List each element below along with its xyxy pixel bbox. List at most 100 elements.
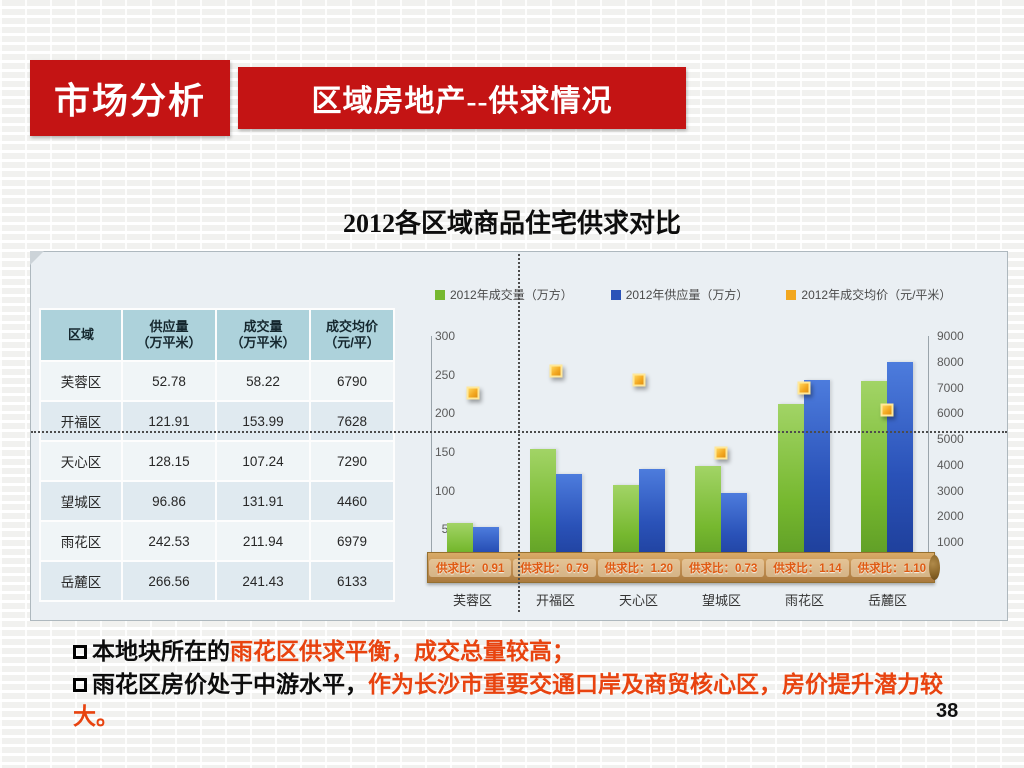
legend-swatch: [435, 289, 445, 300]
table-row: 望城区 96.86 131.91 4460: [41, 482, 393, 520]
left-axis-tick: 150: [434, 445, 455, 459]
table-column-header: 成交量 （万平米）: [217, 310, 309, 360]
bar-group: [597, 336, 680, 568]
right-axis-tick: 8000: [937, 354, 964, 369]
x-axis-label: 望城区: [701, 593, 741, 608]
table-cell: 芙蓉区: [41, 362, 121, 400]
table-column-header: 成交均价 （元/平）: [311, 310, 393, 360]
table-row: 开福区 121.91 153.99 7628: [41, 402, 393, 440]
ribbon-segment: 供求比：1.14: [765, 558, 849, 577]
right-axis-tick: 3000: [937, 483, 964, 498]
right-axis-tick: 1000: [937, 535, 964, 550]
ratio-label: 供求比：1.10: [850, 558, 933, 577]
table-cell: 131.91: [217, 482, 309, 520]
table-row: 天心区 128.15 107.24 7290: [41, 442, 393, 480]
ratio-ribbon: 供求比：0.91 供求比：0.79 供求比：1.20 供求比：0.73 供求比：1.14…: [427, 552, 940, 583]
avg-price-marker: [549, 364, 563, 378]
ribbon-segment: 供求比：0.91: [428, 558, 512, 577]
supply-demand-chart: 2012年成交量（万方） 2012年供应量（万方） 2012年成交均价（元/平米） …: [399, 266, 999, 618]
bar-group: [680, 336, 763, 568]
table-cell: 开福区: [41, 402, 121, 440]
vertical-guide-line: [518, 254, 520, 612]
x-axis-label: 岳麓区: [867, 593, 907, 608]
table-row: 岳麓区 266.56 241.43 6133: [41, 562, 393, 600]
ribbon-segment: 供求比：1.10: [850, 558, 934, 577]
transaction-volume-bar: [530, 448, 556, 568]
ratio-label: 供求比：0.91: [428, 558, 512, 577]
table-cell: 6979: [311, 522, 393, 560]
avg-price-marker: [714, 446, 728, 460]
ratio-label: 供求比：1.20: [597, 558, 681, 577]
table-cell: 128.15: [123, 442, 215, 480]
legend-label: 2012年成交量（万方）: [450, 288, 573, 302]
x-axis-label: 天心区: [618, 593, 658, 608]
transaction-volume-bar: [778, 404, 805, 568]
bullet-square-icon: [73, 645, 87, 659]
header-title: 区域房地产--供求情况: [238, 67, 686, 129]
table-cell: 96.86: [123, 482, 215, 520]
legend-item: 2012年成交量（万方）: [435, 286, 573, 303]
content-panel: 区域 供应量 （万平米） 成交量 （万平米） 成交均价 （元/平） 芙蓉区 52.78 5…: [30, 251, 1008, 621]
bar-group: [845, 336, 928, 568]
table-row: 芙蓉区 52.78 58.22 6790: [41, 362, 393, 400]
x-axis-label: 开福区: [535, 593, 575, 608]
page-number: 38: [936, 700, 959, 722]
ratio-label: 供求比：0.73: [681, 558, 765, 577]
left-axis-labels: 050100150200250300: [399, 330, 455, 574]
table-cell: 52.78: [123, 362, 215, 400]
ribbon-segment: 供求比：0.73: [681, 558, 765, 577]
header-tab-label: 市场分析: [53, 81, 206, 121]
bar-group: [763, 336, 846, 568]
chart-legend: 2012年成交量（万方） 2012年供应量（万方） 2012年成交均价（元/平米）: [435, 286, 951, 303]
table-cell: 6790: [311, 362, 393, 400]
right-axis-tick: 4000: [937, 457, 964, 472]
x-axis-labels: 芙蓉区 开福区 天心区 望城区 雨花区 岳麓区: [431, 590, 929, 609]
table-column-header: 供应量 （万平米）: [123, 310, 215, 360]
header-tab: 市场分析: [30, 60, 230, 136]
table-cell: 241.43: [217, 562, 309, 600]
table-cell: 58.22: [217, 362, 309, 400]
right-axis-labels: 1000 2000 3000 4000 5000 6000 7000 8000 9000: [937, 330, 981, 568]
left-axis-tick: 300: [434, 329, 455, 343]
plot-area: [431, 336, 929, 568]
right-axis-tick: 6000: [937, 406, 964, 421]
table-cell: 266.56: [123, 562, 215, 600]
fold-corner: [30, 251, 44, 265]
right-axis-tick: 5000: [937, 432, 964, 447]
note-1-highlight: 雨花区供求平衡，成交总量较高；: [230, 639, 575, 664]
supply-volume-bar: [638, 468, 665, 568]
left-axis-tick: 250: [434, 367, 455, 382]
table-row: 雨花区 242.53 211.94 6979: [41, 522, 393, 560]
bar-group: [432, 336, 515, 568]
note-line-2: 雨花区房价处于中游水平，作为长沙市重要交通口岸及商贸核心区，房价提升潜力较大。: [73, 669, 965, 734]
table-cell: 岳麓区: [41, 562, 121, 600]
note-2-prefix: 雨花区房价处于中游水平，: [92, 671, 368, 697]
legend-item: 2012年供应量（万方）: [610, 286, 748, 303]
left-axis-tick: 100: [434, 483, 455, 498]
right-axis-tick: 2000: [937, 509, 964, 524]
table-cell: 望城区: [41, 482, 121, 520]
table-cell: 7628: [311, 402, 393, 440]
supply-volume-bar: [886, 361, 913, 568]
legend-swatch: [610, 289, 621, 300]
legend-label: 2012年成交均价（元/平米）: [801, 288, 952, 302]
right-axis-tick: 9000: [937, 329, 964, 343]
avg-price-marker: [466, 386, 480, 400]
ratio-label: 供求比：0.79: [513, 558, 596, 577]
note-line-1: 本地块所在的雨花区供求平衡，成交总量较高；: [73, 636, 965, 669]
x-axis-label: 芙蓉区: [452, 593, 492, 608]
table-cell: 121.91: [123, 402, 215, 440]
avg-price-marker: [880, 403, 894, 417]
bullet-square-icon: [73, 677, 87, 692]
section-title: 2012各区域商品住宅供求对比: [342, 209, 681, 238]
left-axis-tick: 200: [434, 406, 455, 421]
legend-item: 2012年成交均价（元/平米）: [786, 286, 951, 303]
ribbon-segment: 供求比：1.20: [597, 558, 681, 577]
region-data-table: 区域 供应量 （万平米） 成交量 （万平米） 成交均价 （元/平） 芙蓉区 52.78 5…: [39, 308, 395, 602]
table-cell: 6133: [311, 562, 393, 600]
table-cell: 4460: [311, 482, 393, 520]
right-axis-tick: 7000: [937, 380, 964, 395]
table-cell: 153.99: [217, 402, 309, 440]
avg-price-marker: [632, 373, 646, 387]
